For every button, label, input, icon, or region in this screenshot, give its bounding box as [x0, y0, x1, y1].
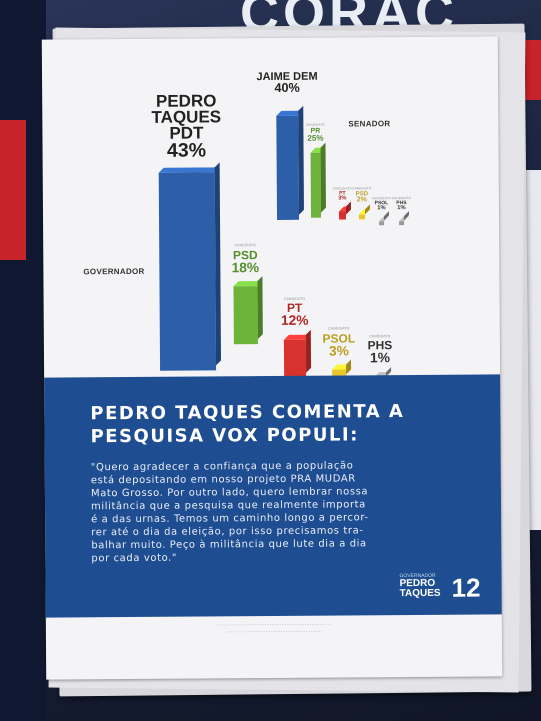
candidate-quote: "Quero agradecer a confiança que a popul… [90, 460, 369, 565]
logo-name: PEDRO TAQUES [399, 578, 441, 599]
governor-bar-2 [283, 329, 312, 378]
governor-label: GOVERNADOR [83, 266, 145, 277]
governor-label-1: CANDIDATO PSD 18% [213, 244, 277, 276]
governor-label-4: CANDIDATO PHS 1% [354, 334, 406, 366]
governor-percent-0: 43% [166, 139, 207, 162]
senator-bar-3 [358, 204, 370, 220]
senator-bar-5 [399, 211, 410, 226]
senator-label-1: CANDIDATO PR 25% [290, 122, 340, 143]
senator-bar-4 [379, 211, 390, 226]
senator-bar-2 [338, 201, 351, 220]
governor-percent-4: 1% [369, 350, 391, 366]
governor-name-0: PEDRO TAQUES PDT [151, 90, 222, 143]
senator-label-5: CANDIDATO PHS 1% [379, 196, 424, 211]
senator-percent-0: 40% [274, 81, 300, 96]
background-left-strip [0, 0, 46, 721]
logo-name-line2: TAQUES [399, 587, 441, 599]
senator-label-0: JAIME DEM 40% [256, 71, 318, 96]
senator-label: SENADOR [348, 119, 391, 129]
background-left-red [0, 120, 26, 260]
quote-panel: PEDRO TAQUES COMENTA A PESQUISA VOX POPU… [44, 374, 502, 618]
governor-bar-1 [233, 276, 263, 345]
campaign-logo: GOVERNADOR PEDRO TAQUES 12 [400, 572, 490, 603]
senator-percent-5: 1% [397, 204, 406, 211]
logo-number: 12 [451, 572, 481, 603]
governor-percent-2: 12% [280, 312, 309, 328]
governor-label-0: PEDRO TAQUES PDT 43% [138, 90, 234, 162]
panel-headline: PEDRO TAQUES COMENTA A PESQUISA VOX POPU… [90, 401, 405, 447]
senator-percent-1: 25% [307, 133, 324, 143]
governor-bar-0 [158, 162, 222, 371]
senator-candidate-tag-3: CANDIDATO [352, 186, 372, 191]
governor-label-2: CANDIDATO PT 12% [264, 296, 326, 328]
campaign-flyer: GOVERNADOR SENADOR PEDRO TAQUES PDT 43% CA… [41, 36, 503, 680]
governor-percent-1: 18% [231, 259, 260, 276]
senator-candidate-tag-1: CANDIDATO [305, 122, 325, 127]
poll-chart: GOVERNADOR SENADOR PEDRO TAQUES PDT 43% CA… [42, 36, 500, 382]
senator-bar-1 [310, 142, 326, 218]
flyer-footer-fineprint: ········································… [216, 621, 332, 636]
